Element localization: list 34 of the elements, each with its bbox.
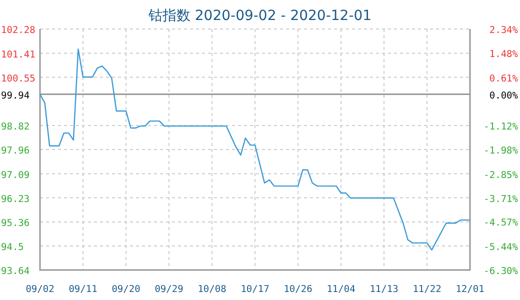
y-tick-label: 99.94 xyxy=(1,90,30,102)
y2-tick-label: -2.85% xyxy=(484,170,518,181)
x-tick-label: 10/08 xyxy=(198,284,227,295)
chart-title: 钴指数 2020-09-02 - 2020-12-01 xyxy=(147,8,372,24)
y2-tick-label: -6.30% xyxy=(484,266,518,277)
y2-tick-label: 2.34% xyxy=(489,25,518,36)
y-tick-label: 100.55 xyxy=(1,73,36,84)
y2-tick-label: -3.71% xyxy=(484,194,518,205)
y-tick-label: 97.09 xyxy=(1,170,30,181)
x-tick-label: 12/01 xyxy=(456,284,485,295)
y-tick-label: 95.36 xyxy=(1,218,30,230)
x-tick-label: 10/26 xyxy=(284,284,313,295)
x-tick-label: 11/22 xyxy=(412,284,442,295)
y2-tick-label: -1.98% xyxy=(484,146,518,156)
x-tick-label: 09/02 xyxy=(26,284,54,295)
x-tick-label: 11/13 xyxy=(370,284,398,295)
y2-tick-label: -5.44% xyxy=(484,242,518,254)
y-tick-label: 98.82 xyxy=(1,122,30,133)
y-tick-label: 94.5 xyxy=(1,242,24,254)
x-tick-label: 09/29 xyxy=(154,284,184,295)
y-tick-label: 101.41 xyxy=(1,49,36,60)
x-tick-label: 10/17 xyxy=(240,284,270,295)
y2-tick-label: -4.57% xyxy=(484,218,518,229)
y-tick-label: 96.23 xyxy=(1,194,30,205)
y-tick-label: 102.28 xyxy=(1,25,36,36)
y2-tick-label: 0.00% xyxy=(489,90,518,102)
y2-tick-label: 1.48% xyxy=(489,48,518,60)
x-tick-label: 11/04 xyxy=(326,284,356,295)
y-tick-label: 93.64 xyxy=(1,266,30,277)
y2-tick-label: 0.61% xyxy=(489,73,518,84)
x-tick-label: 09/20 xyxy=(112,284,141,295)
y2-tick-label: -1.12% xyxy=(484,122,518,133)
x-tick-label: 09/11 xyxy=(68,284,98,295)
y-tick-label: 97.96 xyxy=(1,146,30,156)
